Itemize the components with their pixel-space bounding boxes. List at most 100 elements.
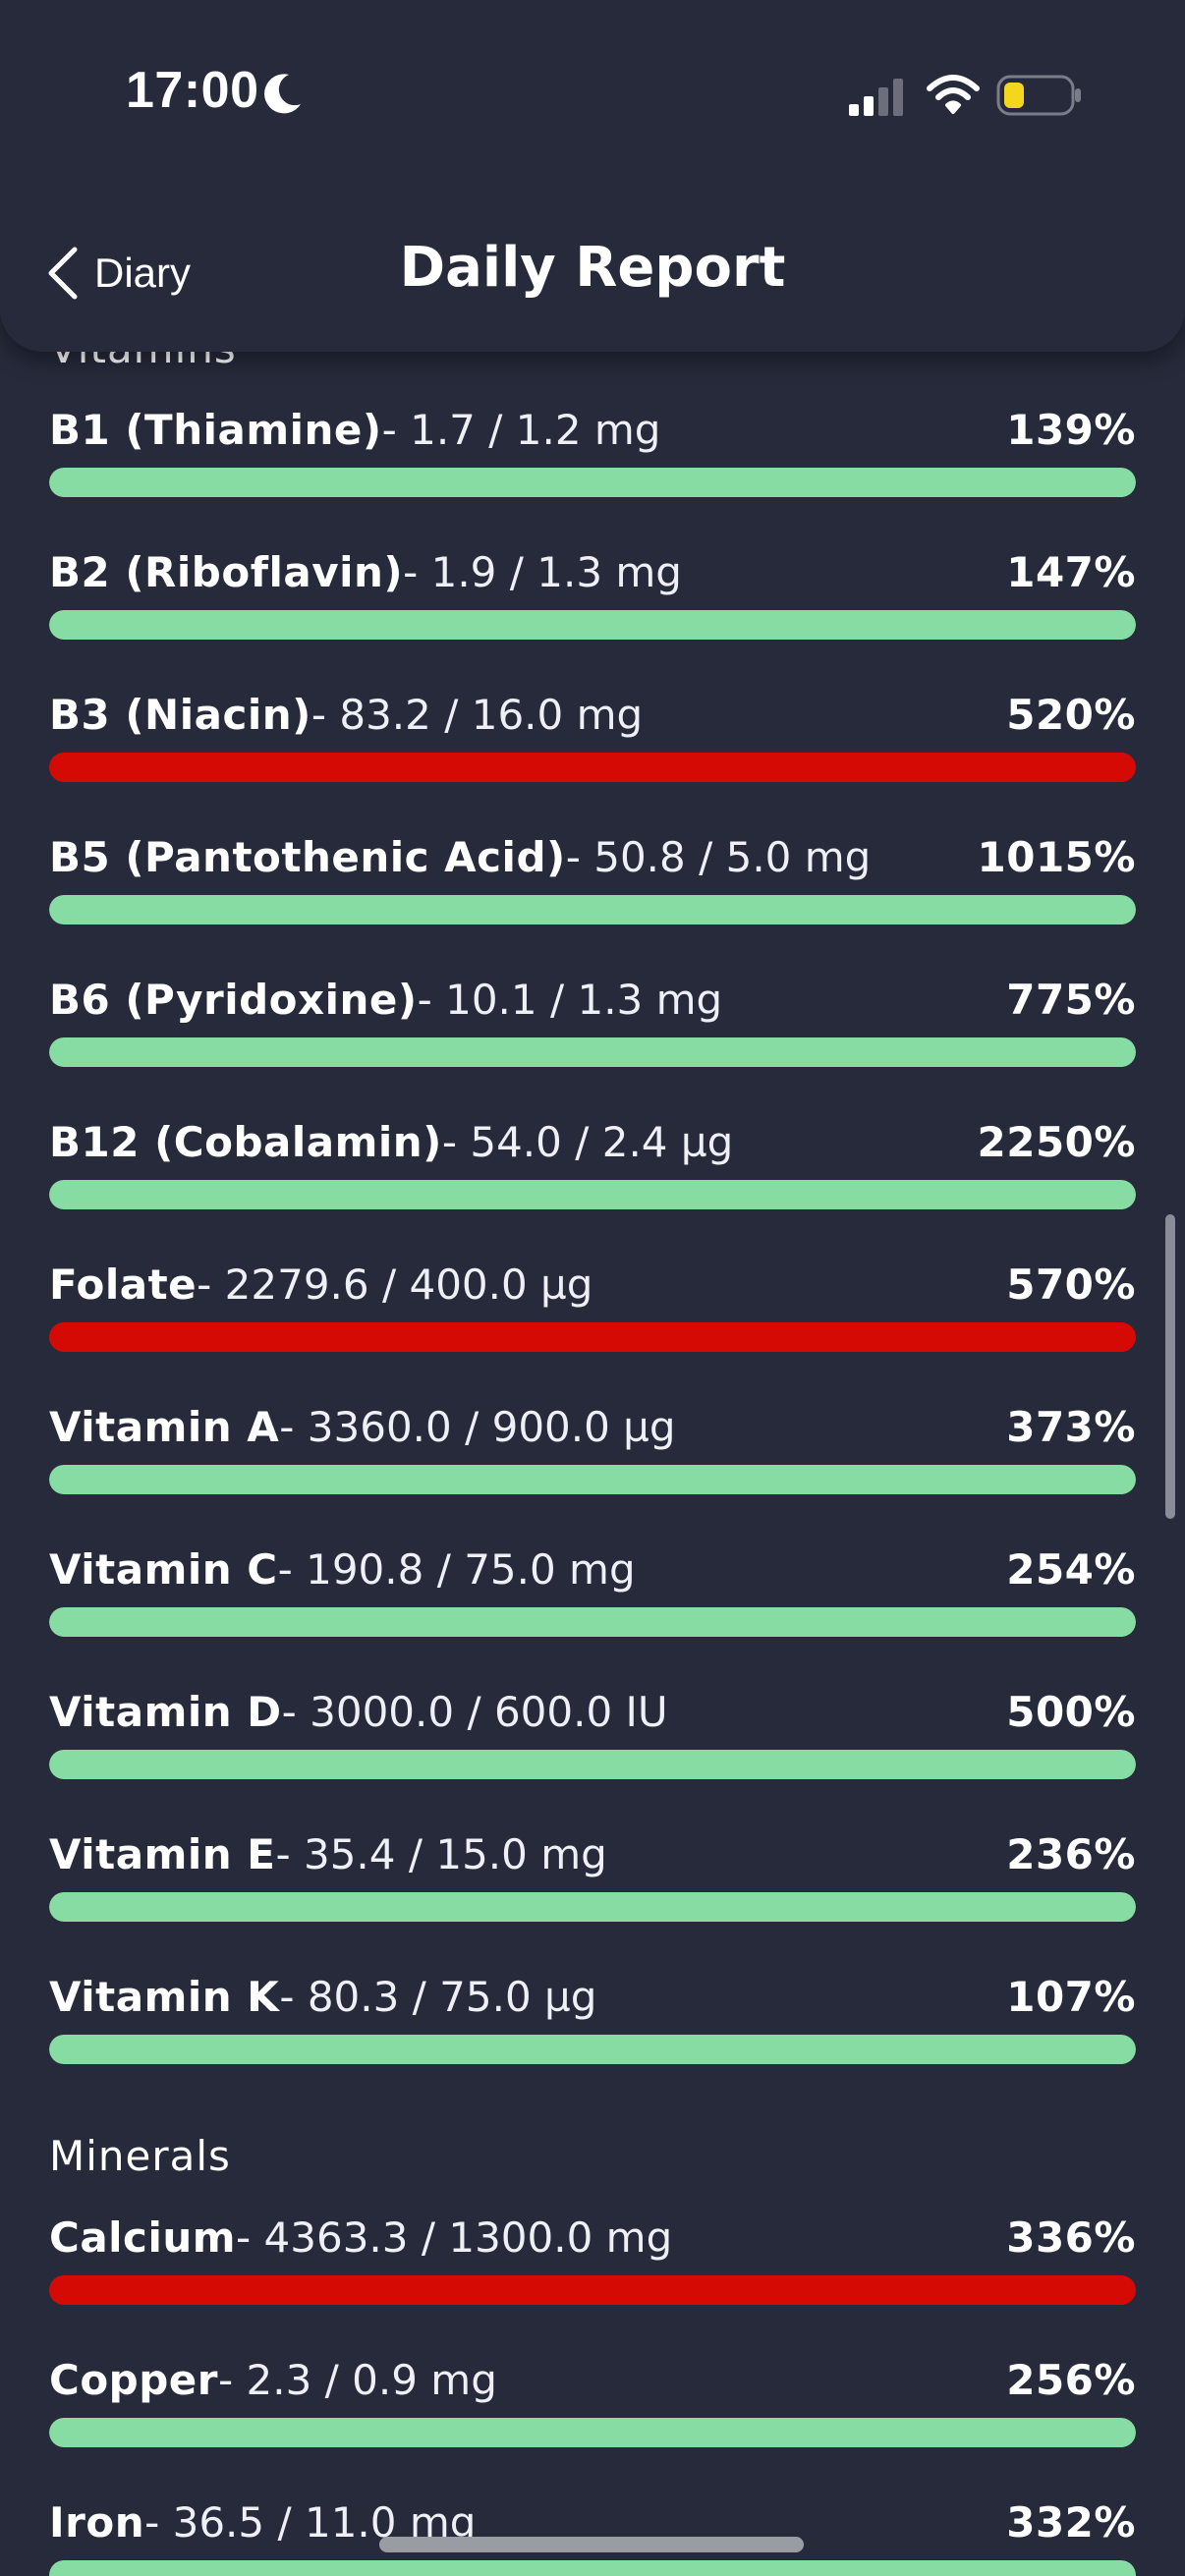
progress-bar <box>49 1037 1136 1067</box>
nutrient-amount: - 4363.3 / 1300.0 mg <box>236 2213 673 2262</box>
nutrient-percent: 373% <box>1006 1403 1136 1451</box>
back-label: Diary <box>94 250 192 296</box>
nutrient-row[interactable]: Vitamin K- 80.3 / 75.0 µg 107% <box>49 1970 1136 2098</box>
nutrient-name: Vitamin A <box>49 1403 280 1451</box>
nutrient-percent: 2250% <box>977 1118 1136 1166</box>
nutrient-name: B12 (Cobalamin) <box>49 1118 442 1166</box>
nutrient-name: Calcium <box>49 2213 237 2262</box>
back-button[interactable]: Diary <box>45 232 222 314</box>
nutrient-amount: - 1.7 / 1.2 mg <box>381 406 661 454</box>
progress-fill <box>49 1465 1136 1494</box>
nutrient-amount: - 54.0 / 2.4 µg <box>441 1118 734 1166</box>
progress-fill <box>49 1037 1136 1067</box>
nutrient-amount: - 3000.0 / 600.0 IU <box>281 1688 668 1736</box>
nutrient-amount: - 2.3 / 0.9 mg <box>218 2356 497 2404</box>
nutrient-name: B1 (Thiamine) <box>49 406 382 454</box>
progress-bar <box>49 2275 1136 2305</box>
nutrient-name: Vitamin K <box>49 1973 280 2021</box>
nutrient-row[interactable]: Vitamin C- 190.8 / 75.0 mg 254% <box>49 1542 1136 1670</box>
progress-bar <box>49 1750 1136 1779</box>
progress-fill <box>49 753 1136 782</box>
nutrient-name: B2 (Riboflavin) <box>49 548 404 596</box>
progress-bar <box>49 1322 1136 1352</box>
progress-bar <box>49 1892 1136 1922</box>
nutrient-label: Calcium- 4363.3 / 1300.0 mg <box>49 2211 672 2266</box>
scrollbar[interactable] <box>1165 1214 1175 1519</box>
nutrient-label: Folate- 2279.6 / 400.0 µg <box>49 1258 592 1313</box>
nutrient-percent: 236% <box>1006 1830 1136 1878</box>
nutrient-name: Iron <box>49 2498 145 2547</box>
nutrient-percent: 147% <box>1006 548 1136 596</box>
progress-bar <box>49 2418 1136 2447</box>
progress-bar <box>49 1180 1136 1209</box>
nutrient-name: Vitamin D <box>49 1688 282 1736</box>
nutrient-name: Vitamin C <box>49 1545 278 1594</box>
nutrient-amount: - 190.8 / 75.0 mg <box>277 1545 636 1594</box>
moon-icon <box>264 74 301 114</box>
nutrient-row[interactable]: B12 (Cobalamin)- 54.0 / 2.4 µg 2250% <box>49 1115 1136 1243</box>
progress-fill <box>49 2418 1136 2447</box>
nutrient-row[interactable]: B3 (Niacin)- 83.2 / 16.0 mg 520% <box>49 688 1136 815</box>
nutrient-label: Vitamin K- 80.3 / 75.0 µg <box>49 1970 596 2025</box>
nutrient-row[interactable]: Folate- 2279.6 / 400.0 µg 570% <box>49 1258 1136 1385</box>
nutrient-row[interactable]: Iron- 36.5 / 11.0 mg 332% <box>49 2495 1136 2576</box>
progress-fill <box>49 2560 1136 2576</box>
nutrient-amount: - 3360.0 / 900.0 µg <box>279 1403 676 1451</box>
progress-fill <box>49 2035 1136 2064</box>
nutrient-row[interactable]: B1 (Thiamine)- 1.7 / 1.2 mg 139% <box>49 403 1136 531</box>
nutrient-label: B2 (Riboflavin)- 1.9 / 1.3 mg <box>49 545 682 600</box>
home-indicator[interactable] <box>379 2537 804 2552</box>
nutrient-row[interactable]: B6 (Pyridoxine)- 10.1 / 1.3 mg 775% <box>49 973 1136 1100</box>
nav-header: Diary Daily Report <box>0 0 1185 352</box>
nutrient-label: Copper- 2.3 / 0.9 mg <box>49 2353 497 2408</box>
wifi-icon <box>927 75 980 114</box>
progress-fill <box>49 2275 1136 2305</box>
nutrient-row[interactable]: Calcium- 4363.3 / 1300.0 mg 336% <box>49 2211 1136 2338</box>
nutrient-name: B6 (Pyridoxine) <box>49 976 418 1024</box>
nutrient-percent: 107% <box>1006 1973 1136 2021</box>
nutrient-amount: - 80.3 / 75.0 µg <box>279 1973 597 2021</box>
status-bar: 17:00 <box>0 0 1185 187</box>
nutrient-label: Vitamin D- 3000.0 / 600.0 IU <box>49 1685 668 1740</box>
nutrient-percent: 256% <box>1006 2356 1136 2404</box>
nutrient-name: Vitamin E <box>49 1830 276 1878</box>
progress-fill <box>49 1607 1136 1637</box>
nutrient-percent: 775% <box>1006 976 1136 1024</box>
progress-bar <box>49 1607 1136 1637</box>
nutrient-label: Vitamin E- 35.4 / 15.0 mg <box>49 1827 607 1882</box>
nutrient-row[interactable]: B5 (Pantothenic Acid)- 50.8 / 5.0 mg 1015… <box>49 830 1136 958</box>
nutrient-name: Copper <box>49 2356 219 2404</box>
progress-bar <box>49 610 1136 640</box>
nutrient-percent: 520% <box>1006 691 1136 739</box>
nutrient-name: B3 (Niacin) <box>49 691 311 739</box>
progress-fill <box>49 468 1136 497</box>
nutrient-row[interactable]: Copper- 2.3 / 0.9 mg 256% <box>49 2353 1136 2481</box>
nutrient-label: Vitamin A- 3360.0 / 900.0 µg <box>49 1400 676 1455</box>
progress-bar <box>49 468 1136 497</box>
nutrient-percent: 1015% <box>977 833 1136 881</box>
nutrient-percent: 570% <box>1006 1260 1136 1309</box>
progress-fill <box>49 1180 1136 1209</box>
nutrient-amount: - 50.8 / 5.0 mg <box>565 833 872 881</box>
nutrient-label: Vitamin C- 190.8 / 75.0 mg <box>49 1542 636 1597</box>
progress-fill <box>49 1892 1136 1922</box>
chevron-left-icon <box>48 247 78 300</box>
nutrient-row[interactable]: Vitamin D- 3000.0 / 600.0 IU 500% <box>49 1685 1136 1813</box>
nutrient-label: B5 (Pantothenic Acid)- 50.8 / 5.0 mg <box>49 830 871 885</box>
nutrient-amount: - 2279.6 / 400.0 µg <box>197 1260 593 1309</box>
nutrient-row[interactable]: Vitamin E- 35.4 / 15.0 mg 236% <box>49 1827 1136 1955</box>
nutrient-name: Folate <box>49 1260 198 1309</box>
page-title: Daily Report <box>399 236 786 300</box>
nutrient-amount: - 10.1 / 1.3 mg <box>417 976 723 1024</box>
nutrient-row[interactable]: B2 (Riboflavin)- 1.9 / 1.3 mg 147% <box>49 545 1136 673</box>
nutrient-label: B3 (Niacin)- 83.2 / 16.0 mg <box>49 688 643 743</box>
section-title: Minerals <box>49 2132 231 2180</box>
progress-bar <box>49 2560 1136 2576</box>
progress-fill <box>49 895 1136 924</box>
nutrient-amount: - 83.2 / 16.0 mg <box>310 691 644 739</box>
battery-icon <box>996 75 1081 116</box>
progress-fill <box>49 1750 1136 1779</box>
nutrient-row[interactable]: Vitamin A- 3360.0 / 900.0 µg 373% <box>49 1400 1136 1528</box>
progress-fill <box>49 1322 1136 1352</box>
